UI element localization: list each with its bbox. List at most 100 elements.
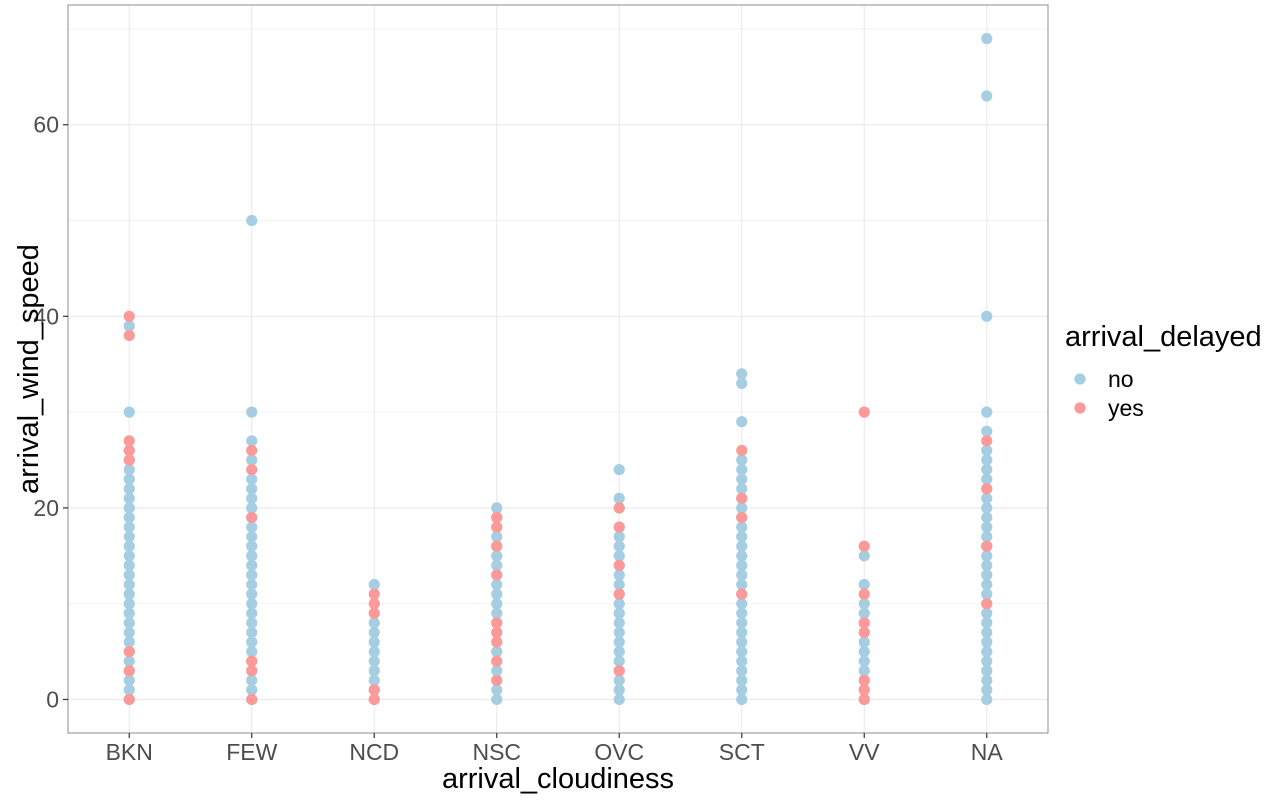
plot-panel xyxy=(68,5,1048,733)
point-no-vv xyxy=(858,578,870,591)
point-no-na xyxy=(981,463,993,476)
point-no-few xyxy=(246,684,258,696)
point-no-bkn xyxy=(123,492,135,504)
point-no-sct xyxy=(736,693,748,706)
point-yes-ovc xyxy=(613,559,625,571)
point-yes-vv xyxy=(858,684,870,696)
point-no-nsc xyxy=(491,550,503,562)
point-no-sct xyxy=(736,607,748,619)
legend-title: arrival_delayed xyxy=(1065,321,1262,353)
point-no-sct xyxy=(736,502,748,514)
point-no-na xyxy=(981,454,993,466)
point-no-na xyxy=(981,559,993,571)
point-yes-ncd xyxy=(368,684,380,696)
point-no-few xyxy=(246,492,258,504)
x-tick-label-vv: VV xyxy=(849,739,880,765)
point-no-nsc xyxy=(491,665,503,677)
point-no-ovc xyxy=(613,626,625,639)
point-no-few xyxy=(246,588,258,600)
point-yes-few xyxy=(246,655,258,667)
point-no-ncd xyxy=(368,578,380,591)
axes: 0 20 40 60 BKN FEW NCD NSC OVC SCT VV NA xyxy=(33,112,1003,765)
point-no-bkn xyxy=(123,578,135,591)
point-no-nsc xyxy=(491,607,503,619)
plot-border xyxy=(67,4,1049,734)
point-no-bkn xyxy=(123,521,135,533)
x-tick-label-bkn: BKN xyxy=(106,739,153,765)
point-no-na xyxy=(981,511,993,524)
point-yes-nsc xyxy=(491,511,503,524)
point-no-ovc xyxy=(613,636,625,648)
point-no-nsc xyxy=(491,588,503,600)
point-no-sct xyxy=(736,569,748,581)
point-yes-na xyxy=(981,483,993,495)
point-no-ovc xyxy=(613,684,625,696)
point-no-bkn xyxy=(123,531,135,543)
point-yes-vv xyxy=(858,406,870,418)
point-no-sct xyxy=(736,665,748,677)
point-no-na xyxy=(981,492,993,504)
point-no-na xyxy=(981,406,993,418)
point-no-na xyxy=(981,550,993,562)
point-no-ovc xyxy=(613,492,625,504)
point-no-na xyxy=(981,636,993,648)
point-no-bkn xyxy=(123,483,135,495)
point-no-vv xyxy=(858,550,870,562)
point-no-few xyxy=(246,569,258,581)
point-yes-nsc xyxy=(491,674,503,686)
point-no-bkn xyxy=(123,540,135,552)
point-no-ovc xyxy=(613,598,625,610)
point-no-ovc xyxy=(613,607,625,619)
point-no-na xyxy=(981,674,993,686)
point-no-ncd xyxy=(368,655,380,667)
point-no-sct xyxy=(736,559,748,571)
point-yes-ncd xyxy=(368,607,380,619)
point-no-few xyxy=(246,406,258,418)
point-no-few xyxy=(246,617,258,629)
point-no-bkn xyxy=(123,655,135,667)
y-tick-label: 60 xyxy=(33,112,59,138)
y-axis-title: arrival_wind_speed xyxy=(13,244,45,494)
point-no-ncd xyxy=(368,665,380,677)
point-no-few xyxy=(246,559,258,571)
point-no-few xyxy=(246,483,258,495)
point-yes-nsc xyxy=(491,569,503,581)
point-no-na xyxy=(981,90,993,102)
point-no-ovc xyxy=(613,693,625,706)
point-yes-sct xyxy=(736,511,748,524)
point-no-sct xyxy=(736,684,748,696)
point-no-bkn xyxy=(123,598,135,610)
point-no-na xyxy=(981,684,993,696)
point-no-bkn xyxy=(123,559,135,571)
x-axis-title: arrival_cloudiness xyxy=(442,763,674,795)
point-no-vv xyxy=(858,655,870,667)
point-no-na xyxy=(981,425,993,437)
point-no-bkn xyxy=(123,617,135,629)
x-tick-label-na: NA xyxy=(971,739,1004,765)
point-no-ovc xyxy=(613,655,625,667)
point-no-na xyxy=(981,665,993,677)
point-no-nsc xyxy=(491,645,503,658)
point-yes-bkn xyxy=(123,329,135,342)
point-no-ncd xyxy=(368,617,380,629)
point-yes-nsc xyxy=(491,626,503,639)
point-no-few xyxy=(246,578,258,591)
point-no-vv xyxy=(858,645,870,658)
point-yes-vv xyxy=(858,588,870,600)
point-no-ncd xyxy=(368,626,380,639)
point-no-few xyxy=(246,626,258,639)
point-yes-ncd xyxy=(368,693,380,706)
point-no-nsc xyxy=(491,693,503,706)
x-tick-label-few: FEW xyxy=(226,739,277,765)
point-no-vv xyxy=(858,598,870,610)
point-no-ncd xyxy=(368,636,380,648)
point-no-bkn xyxy=(123,502,135,514)
point-no-sct xyxy=(736,454,748,466)
point-yes-vv xyxy=(858,626,870,639)
point-no-vv xyxy=(858,636,870,648)
point-no-sct xyxy=(736,550,748,562)
point-no-sct xyxy=(736,540,748,552)
point-no-bkn xyxy=(123,511,135,524)
point-no-sct xyxy=(736,578,748,591)
